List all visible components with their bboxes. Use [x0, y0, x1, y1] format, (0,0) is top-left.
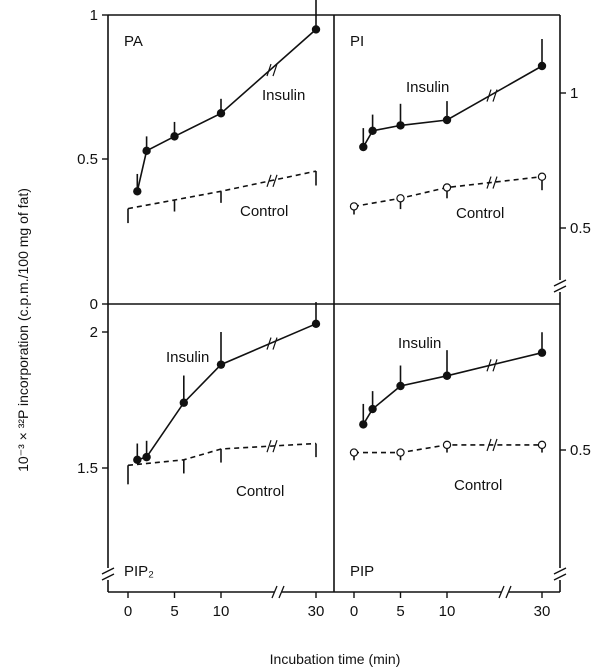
line-break-mark [266, 439, 278, 453]
axis-break-mark [553, 279, 567, 293]
y-axis-title: 10⁻³ × ³²P incorporation (c.p.m./100 mg … [15, 188, 31, 472]
x-tick-label: 10 [213, 603, 230, 620]
series-label-control: Control [240, 203, 288, 220]
axis-break-mark [553, 567, 567, 581]
series-label-control: Control [454, 477, 502, 494]
data-point [142, 146, 151, 156]
series-line-insulin [137, 323, 317, 461]
series-line-insulin [362, 65, 543, 148]
data-point [133, 455, 142, 465]
data-point [216, 109, 226, 118]
y-tick-label-right: 1 [570, 85, 578, 102]
panel-label: PIP₂ [124, 563, 154, 580]
y-tick-label-left: 1.5 [77, 460, 98, 477]
panel-label: PA [124, 33, 143, 50]
data-point [396, 121, 405, 130]
data-point [170, 132, 179, 141]
y-tick-label-left: 0 [90, 296, 98, 313]
y-tick-label-right: 0.5 [570, 220, 591, 237]
data-point [216, 360, 226, 369]
x-axis-gap [501, 589, 509, 595]
x-tick-label: 30 [534, 603, 551, 620]
series-label-insulin: Insulin [398, 335, 441, 352]
x-axis-break-mark [271, 585, 285, 599]
data-point [442, 115, 452, 125]
y-tick-label-left: 2 [90, 324, 98, 341]
x-axis-title: Incubation time (min) [270, 651, 401, 667]
series-label-control: Control [456, 205, 504, 222]
x-axis-gap [274, 589, 282, 595]
data-point [537, 440, 547, 450]
data-point [311, 319, 321, 329]
data-point [359, 420, 368, 429]
series-label-insulin: Insulin [166, 349, 209, 366]
panel-label: PIP [350, 563, 374, 580]
x-axis-break-mark [498, 585, 512, 599]
line-break-mark [486, 359, 498, 372]
line-break-mark [486, 438, 498, 452]
x-tick-label: 0 [124, 603, 132, 620]
data-point [368, 126, 377, 135]
series-line-insulin [362, 351, 543, 425]
y-tick-label-left: 1 [90, 7, 98, 24]
line-break-mark [266, 63, 278, 77]
data-point [179, 398, 188, 407]
data-point [442, 440, 452, 450]
data-point [442, 371, 452, 380]
line-break-mark [266, 174, 278, 188]
x-tick-label: 5 [170, 603, 178, 620]
y-tick-label-right: 0.5 [570, 442, 591, 459]
data-point [537, 348, 547, 357]
y-tick-label-left: 0.5 [77, 151, 98, 168]
x-tick-label: 0 [350, 603, 358, 620]
data-point [537, 172, 547, 181]
x-tick-label: 30 [308, 603, 325, 620]
series-line-control [127, 442, 317, 467]
line-break-mark [486, 89, 498, 102]
data-point [368, 404, 377, 414]
data-point [142, 452, 151, 462]
data-point [133, 187, 142, 196]
x-tick-label: 10 [439, 603, 456, 620]
series-label-control: Control [236, 483, 284, 500]
data-point [537, 61, 547, 71]
series-label-insulin: Insulin [262, 87, 305, 104]
axis-break-mark [101, 567, 115, 581]
data-point [442, 183, 452, 192]
line-break-mark [486, 176, 498, 189]
series-label-insulin: Insulin [406, 79, 449, 96]
panel-label: PI [350, 33, 364, 50]
data-point [349, 202, 359, 211]
data-point [359, 142, 368, 152]
data-point [396, 194, 405, 203]
data-point [349, 448, 359, 457]
chart-marks: PA PI PIP₂ PIP Insulin Control Insulin Control I… [124, 0, 547, 580]
figure-frame: 0 5 10 30 0 5 10 30 1 0.5 0 2 1.5 1 0.5 0.5 [77, 7, 591, 620]
data-point [311, 25, 321, 34]
series-line-insulin [136, 28, 317, 192]
data-point [396, 448, 405, 457]
line-break-mark [266, 337, 278, 350]
data-point [396, 381, 405, 391]
x-tick-label: 5 [396, 603, 404, 620]
